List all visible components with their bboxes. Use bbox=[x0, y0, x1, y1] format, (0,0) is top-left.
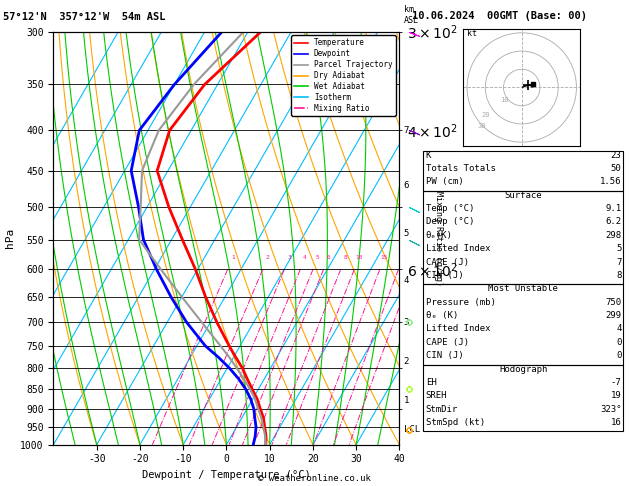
Text: K: K bbox=[426, 151, 431, 160]
Text: Pressure (mb): Pressure (mb) bbox=[426, 297, 496, 307]
Text: Mixing Ratio (g/kg): Mixing Ratio (g/kg) bbox=[434, 191, 443, 286]
Text: 1.56: 1.56 bbox=[600, 177, 621, 187]
Text: 30: 30 bbox=[478, 122, 486, 129]
Text: Surface: Surface bbox=[504, 191, 542, 200]
Text: 3: 3 bbox=[287, 255, 291, 260]
Text: 16: 16 bbox=[611, 418, 621, 427]
Text: 2: 2 bbox=[265, 255, 269, 260]
Text: Most Unstable: Most Unstable bbox=[488, 284, 559, 294]
Text: Temp (°C): Temp (°C) bbox=[426, 204, 474, 213]
Text: 15: 15 bbox=[381, 255, 388, 260]
Text: 323°: 323° bbox=[600, 404, 621, 414]
Legend: Temperature, Dewpoint, Parcel Trajectory, Dry Adiabat, Wet Adiabat, Isotherm, Mi: Temperature, Dewpoint, Parcel Trajectory… bbox=[291, 35, 396, 116]
Text: Lifted Index: Lifted Index bbox=[426, 244, 491, 253]
Text: 19: 19 bbox=[611, 391, 621, 400]
Text: θₑ(K): θₑ(K) bbox=[426, 231, 453, 240]
X-axis label: Dewpoint / Temperature (°C): Dewpoint / Temperature (°C) bbox=[142, 470, 311, 480]
Text: 8: 8 bbox=[343, 255, 347, 260]
Text: 4: 4 bbox=[404, 276, 409, 285]
Text: 1: 1 bbox=[404, 396, 409, 405]
Text: 8: 8 bbox=[616, 271, 621, 280]
Text: 9.1: 9.1 bbox=[605, 204, 621, 213]
Text: 3: 3 bbox=[404, 318, 409, 327]
Text: 5: 5 bbox=[616, 244, 621, 253]
Text: 10: 10 bbox=[500, 97, 508, 103]
Text: Lifted Index: Lifted Index bbox=[426, 325, 491, 333]
Text: 57°12'N  357°12'W  54m ASL: 57°12'N 357°12'W 54m ASL bbox=[3, 12, 165, 22]
Text: PW (cm): PW (cm) bbox=[426, 177, 464, 187]
Text: StmSpd (kt): StmSpd (kt) bbox=[426, 418, 485, 427]
Text: 10: 10 bbox=[355, 255, 362, 260]
Text: 5: 5 bbox=[316, 255, 320, 260]
Text: 750: 750 bbox=[605, 297, 621, 307]
Text: CIN (J): CIN (J) bbox=[426, 351, 464, 360]
Text: 23: 23 bbox=[611, 151, 621, 160]
Text: 5: 5 bbox=[404, 229, 409, 238]
Text: -7: -7 bbox=[611, 378, 621, 387]
Text: LCL: LCL bbox=[404, 425, 420, 434]
Text: CAPE (J): CAPE (J) bbox=[426, 338, 469, 347]
Text: 4: 4 bbox=[303, 255, 307, 260]
Text: 7: 7 bbox=[616, 258, 621, 267]
Text: CIN (J): CIN (J) bbox=[426, 271, 464, 280]
Text: 6: 6 bbox=[326, 255, 330, 260]
Text: 4: 4 bbox=[616, 325, 621, 333]
Text: © weatheronline.co.uk: © weatheronline.co.uk bbox=[258, 474, 371, 483]
Text: StmDir: StmDir bbox=[426, 404, 458, 414]
Text: 6: 6 bbox=[404, 181, 409, 190]
Text: 1: 1 bbox=[231, 255, 235, 260]
Text: 0: 0 bbox=[616, 351, 621, 360]
Text: 20: 20 bbox=[482, 112, 490, 118]
Text: 298: 298 bbox=[605, 231, 621, 240]
Text: 299: 299 bbox=[605, 311, 621, 320]
Text: Hodograph: Hodograph bbox=[499, 364, 547, 374]
Text: CAPE (J): CAPE (J) bbox=[426, 258, 469, 267]
Text: Dewp (°C): Dewp (°C) bbox=[426, 217, 474, 226]
Text: 7: 7 bbox=[404, 126, 409, 135]
Text: 10.06.2024  00GMT (Base: 00): 10.06.2024 00GMT (Base: 00) bbox=[412, 11, 587, 21]
Text: km
ASL: km ASL bbox=[404, 5, 418, 25]
Text: EH: EH bbox=[426, 378, 437, 387]
Text: 0: 0 bbox=[616, 338, 621, 347]
Text: θₑ (K): θₑ (K) bbox=[426, 311, 458, 320]
Text: kt: kt bbox=[467, 30, 477, 38]
Text: Totals Totals: Totals Totals bbox=[426, 164, 496, 173]
Y-axis label: hPa: hPa bbox=[4, 228, 14, 248]
Text: 6.2: 6.2 bbox=[605, 217, 621, 226]
Text: SREH: SREH bbox=[426, 391, 447, 400]
Text: 50: 50 bbox=[611, 164, 621, 173]
Text: 2: 2 bbox=[404, 357, 409, 366]
